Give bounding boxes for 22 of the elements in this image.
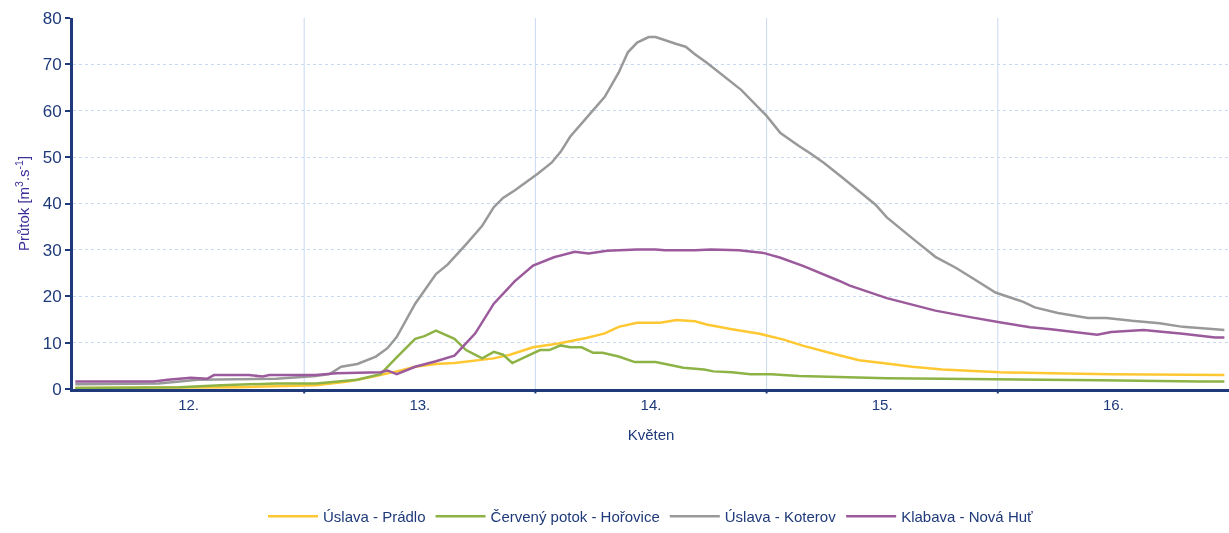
x-axis-title: Květen	[627, 426, 675, 443]
x-tick-label: 14.	[640, 396, 662, 413]
y-tick-label: 50	[42, 148, 62, 168]
y-tick-label: 20	[42, 287, 62, 307]
y-tick-label: 40	[42, 194, 62, 214]
x-tick-label: 16.	[1102, 396, 1124, 413]
legend-label: Úslava - Prádlo	[323, 508, 426, 526]
line-series	[74, 329, 1226, 389]
line-series	[74, 35, 1226, 386]
line-series	[74, 248, 1226, 383]
x-tick-label: 13.	[409, 396, 431, 413]
legend-label: Červený potok - Hořovice	[490, 508, 660, 526]
y-tick-label: 30	[42, 240, 62, 260]
y-tick-label: 10	[42, 333, 62, 353]
x-tick-label: 15.	[871, 396, 893, 413]
legend-label: Úslava - Koterov	[724, 508, 837, 526]
x-tick-label: 12.	[178, 396, 200, 413]
y-tick-label: 80	[42, 8, 62, 28]
y-tick-label: 60	[42, 101, 62, 121]
legend-label: Klabava - Nová Huť	[901, 508, 1034, 526]
y-tick-label: 0	[52, 379, 62, 399]
y-tick-label: 70	[42, 55, 62, 75]
